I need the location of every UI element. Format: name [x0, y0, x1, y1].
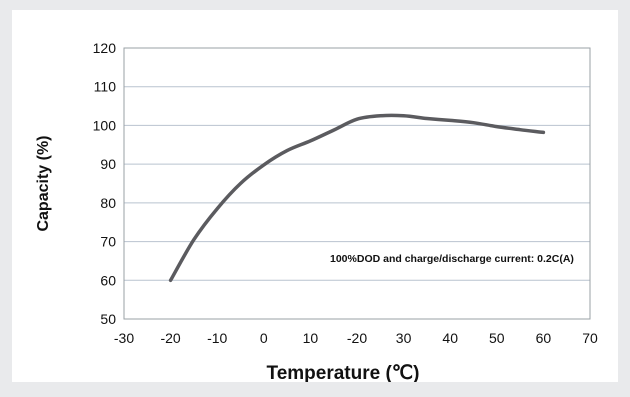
series-layer — [168, 113, 546, 283]
x-tick-label: 60 — [536, 330, 552, 346]
x-tick-label: 50 — [489, 330, 505, 346]
x-axis-label: Temperature (℃) — [267, 363, 420, 382]
x-tick-label: -20 — [347, 330, 367, 346]
capacity-temperature-chart: 50 60 70 80 90 100 110 120 -30 -20 -10 0 10 -20 30 40 5… — [35, 40, 598, 382]
x-tick-label: 0 — [260, 330, 268, 346]
x-tick-label: -30 — [114, 330, 134, 346]
x-tick-label: 70 — [582, 330, 598, 346]
y-tick-label: 50 — [100, 311, 116, 327]
y-tick-label: 90 — [100, 156, 116, 172]
grid-lines — [124, 47, 590, 320]
x-tick-labels: -30 -20 -10 0 10 -20 30 40 50 60 70 — [114, 330, 598, 346]
y-tick-labels: 50 60 70 80 90 100 110 120 — [93, 40, 117, 327]
x-tick-label: -20 — [160, 330, 180, 346]
plot-area-frame — [123, 47, 591, 320]
y-tick-label: 80 — [100, 195, 116, 211]
x-tick-label: 10 — [303, 330, 319, 346]
y-tick-label: 100 — [93, 117, 117, 133]
x-tick-label: -10 — [207, 330, 227, 346]
chart-panel: 50 60 70 80 90 100 110 120 -30 -20 -10 0 10 -20 30 40 5… — [12, 10, 618, 382]
x-tick-label: 40 — [442, 330, 458, 346]
y-tick-label: 110 — [94, 79, 117, 95]
chart-annotation: 100%DOD and charge/discharge current: 0.… — [330, 253, 574, 265]
y-tick-label: 120 — [93, 40, 117, 56]
y-tick-label: 60 — [100, 272, 116, 288]
x-tick-label: 30 — [396, 330, 412, 346]
y-axis-label: Capacity (%) — [35, 135, 52, 231]
series-line — [168, 113, 546, 283]
y-tick-label: 70 — [100, 234, 116, 250]
